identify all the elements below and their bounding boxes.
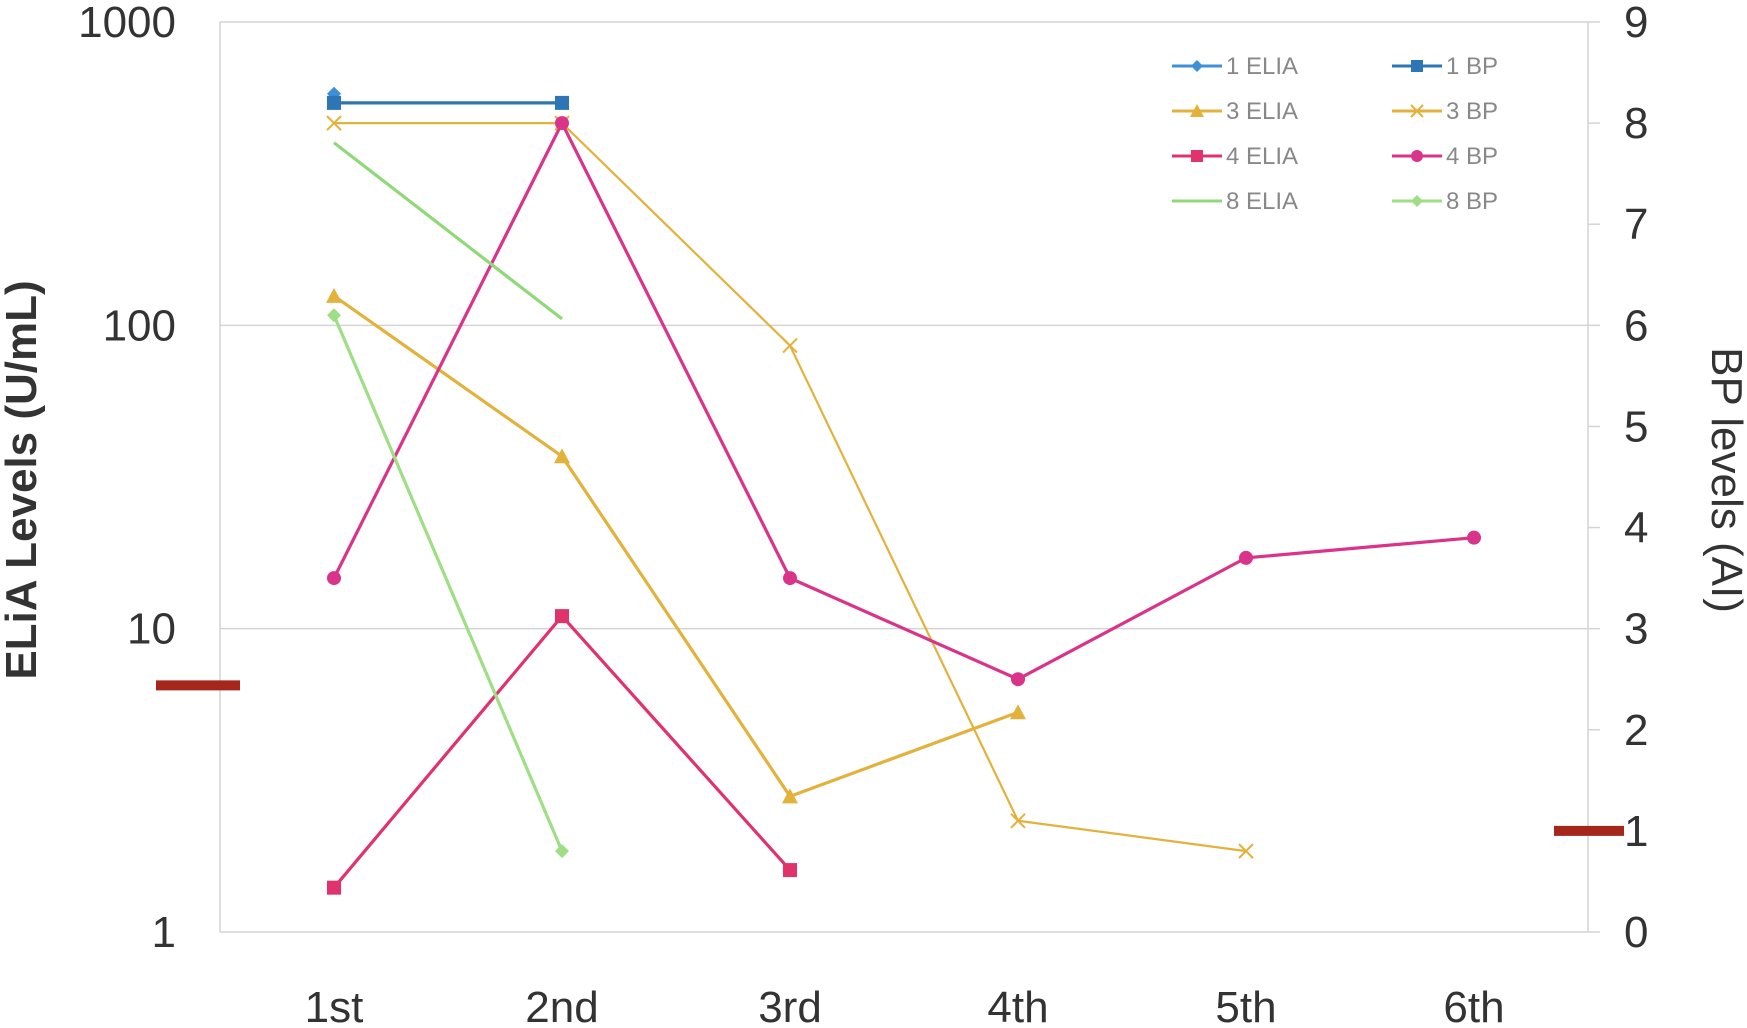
data-point [782,337,798,354]
right-axis-title: BP levels (AI) [1702,347,1747,613]
x-tick-label: 1st [305,983,364,1028]
data-point [1410,104,1424,118]
data-point-stroke [326,115,342,131]
cutoff-markers [156,680,1624,836]
axes: 1 10 100 1000 0 1 2 3 4 5 6 7 8 9 1st 2nd 3rd 4th 5th 6th [78,0,1648,1028]
legend: 1 ELIA 1 BP 3 ELIA 3 BP 4 ELIA 4 BP 8 ELIA 8 BP [1172,53,1498,215]
series-lines [326,86,1481,895]
legend-label: 8 ELIA [1226,188,1298,215]
x-tick-label: 5th [1215,983,1276,1028]
data-point [555,609,569,624]
legend-label: 1 ELIA [1226,53,1298,80]
data-point [782,788,798,804]
series-line [333,141,563,321]
legend-label: 8 BP [1446,188,1498,215]
data-point-stroke [1238,843,1254,859]
data-point [327,95,341,110]
data-point-stroke [1410,104,1424,118]
left-axis-title: ELiA Levels (U/mL) [0,280,46,679]
right-tick-label: 1 [1624,807,1648,856]
data-point [555,844,569,859]
left-tick-label: 100 [103,301,176,350]
x-tick-label: 6th [1443,983,1504,1028]
data-point [555,116,569,131]
data-point [555,95,569,110]
right-tick-label: 7 [1624,200,1648,249]
right-tick-label: 9 [1624,0,1648,47]
series-line [334,122,1247,853]
right-tick-label: 4 [1624,504,1648,553]
legend-label: 4 BP [1446,143,1498,170]
data-point [1010,704,1026,720]
data-point [1238,843,1254,859]
data-point [1411,60,1423,72]
data-point [326,115,342,131]
legend-label: 4 ELIA [1226,143,1298,170]
left-tick-label: 10 [127,605,176,654]
data-point-stroke [1010,813,1026,829]
right-tick-label: 5 [1624,402,1648,451]
data-point [327,308,341,323]
data-point [1239,550,1253,565]
data-point [327,880,341,895]
left-tick-label: 1000 [78,0,176,47]
data-point [1411,150,1423,162]
data-point [1467,530,1481,545]
data-point [783,863,797,878]
legend-label: 1 BP [1446,53,1498,80]
series-line [332,121,1475,681]
data-point [1191,150,1203,162]
data-point [327,571,341,586]
right-tick-label: 3 [1624,605,1648,654]
data-point [783,571,797,586]
data-point [326,287,342,303]
x-tick-label: 3rd [758,983,822,1028]
series-line [333,294,1019,798]
data-point-stroke [782,337,798,354]
x-tick-label: 4th [987,983,1048,1028]
right-tick-label: 0 [1624,908,1648,957]
right-tick-label: 8 [1624,99,1648,148]
right-tick-label: 6 [1624,301,1648,350]
legend-label: 3 ELIA [1226,98,1298,125]
series-line [332,314,564,852]
left-tick-label: 1 [152,908,176,957]
data-point [1190,104,1204,117]
data-point [1191,60,1203,72]
right-tick-label: 2 [1624,706,1648,755]
x-tick-label: 2nd [525,983,598,1028]
data-point [1411,195,1423,207]
legend-label: 3 BP [1446,98,1498,125]
data-point [1011,672,1025,687]
grid-lines [220,21,1588,933]
data-point [1010,813,1026,829]
data-point [554,448,570,464]
